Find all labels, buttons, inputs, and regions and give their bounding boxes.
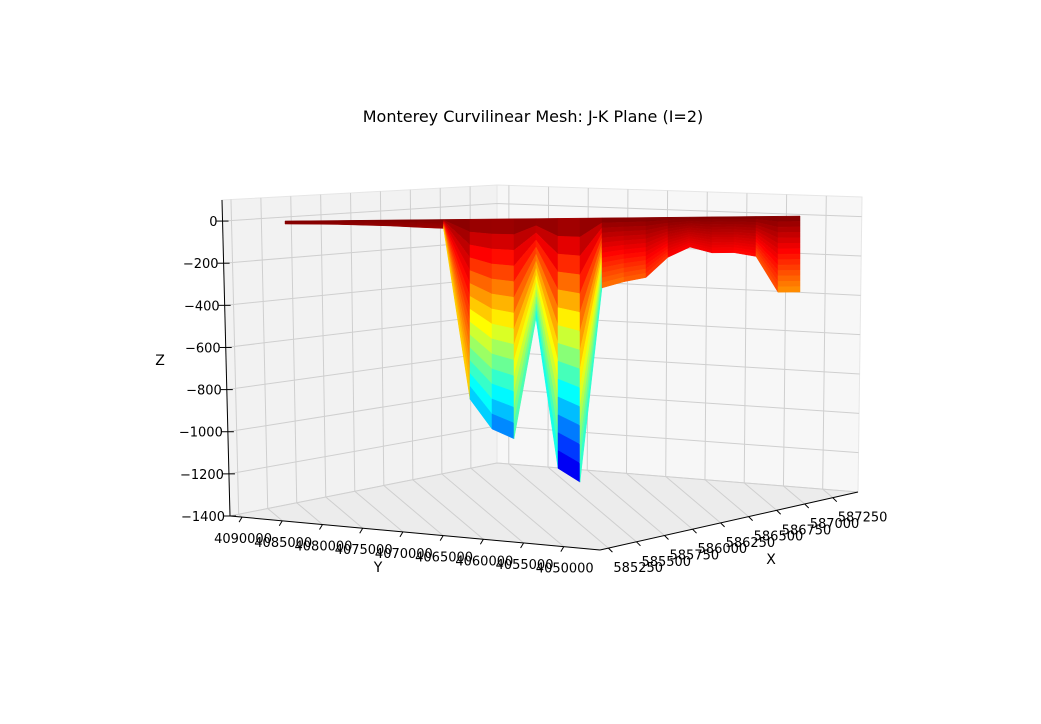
z-tick-label: −1400 (181, 510, 225, 525)
surface-facet (778, 287, 800, 293)
surface-facet (778, 243, 800, 249)
y-tick-mark (239, 517, 242, 522)
z-tick-label: −1000 (179, 426, 223, 441)
y-tick-mark (360, 528, 363, 533)
x-tick-mark (636, 542, 640, 546)
z-tick-label: −400 (184, 299, 220, 314)
y-tick-mark (561, 547, 564, 552)
surface-facet (558, 218, 580, 237)
y-tick-mark (440, 536, 443, 541)
z-tick-label: −800 (186, 384, 222, 399)
x-tick-mark (777, 510, 781, 514)
surface-facet (778, 216, 800, 222)
surface-facet (624, 217, 646, 222)
z-tick-label: −600 (185, 341, 221, 356)
surface-facet (778, 270, 800, 276)
surface-facet (778, 265, 800, 271)
y-tick-mark (521, 543, 524, 548)
surface-facet (778, 232, 800, 238)
surface-facet (492, 264, 514, 282)
surface-facet (778, 254, 800, 260)
surface-facet (778, 227, 800, 233)
z-axis-label: Z (155, 353, 165, 369)
z-tick-label: −1200 (180, 468, 224, 483)
surface-facet (558, 254, 580, 275)
surface-facet (778, 276, 800, 282)
surface-facet (778, 259, 800, 265)
y-tick-mark (320, 525, 323, 530)
x-tick-mark (749, 517, 753, 521)
y-tick-mark (480, 539, 483, 544)
surface-facet (470, 219, 492, 234)
x-tick-mark (693, 529, 697, 533)
x-axis-label: X (766, 552, 776, 568)
surface-facet (311, 224, 337, 225)
y-tick-label: 4050000 (536, 562, 594, 577)
z-tick-label: 0 (209, 215, 217, 230)
chart-title: Monterey Curvilinear Mesh: J-K Plane (I=… (363, 107, 703, 126)
surface-facet (778, 281, 800, 287)
x-tick-mark (665, 536, 669, 540)
surface-facet (778, 221, 800, 227)
x-tick-mark (833, 498, 837, 502)
x-tick-mark (608, 548, 612, 552)
x-tick-label: 587250 (838, 511, 888, 526)
surface-facet (492, 219, 514, 235)
surface-facet (492, 234, 514, 250)
surface-facet (558, 236, 580, 256)
y-tick-mark (400, 532, 403, 537)
surface-facet (712, 250, 734, 253)
y-tick-mark (279, 521, 282, 526)
surface-facet (778, 249, 800, 255)
surface-facet (778, 238, 800, 244)
x-tick-mark (805, 504, 809, 508)
z-tick-label: −200 (183, 257, 219, 272)
surface-facet (492, 249, 514, 266)
y-axis-label: Y (373, 560, 383, 576)
surface-facet (734, 216, 756, 219)
x-tick-mark (721, 523, 725, 527)
